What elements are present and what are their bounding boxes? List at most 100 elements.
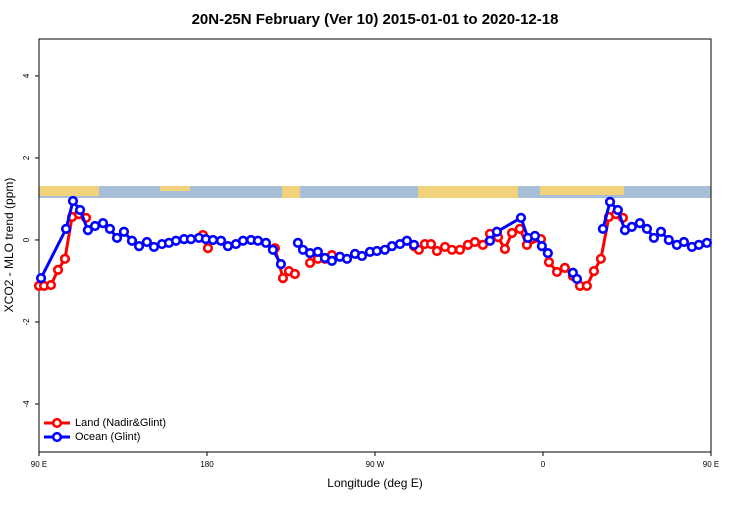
data-point	[597, 223, 609, 234]
data-point	[148, 241, 160, 253]
data-point	[701, 237, 712, 248]
data-point	[89, 220, 101, 232]
data-point	[104, 223, 116, 234]
data-point	[341, 253, 353, 264]
data-point	[215, 235, 227, 246]
data-point	[581, 280, 592, 291]
data-point	[237, 235, 249, 246]
data-point	[425, 238, 437, 250]
data-point	[170, 235, 182, 246]
data-point	[678, 236, 690, 248]
data-point	[648, 232, 659, 244]
data-point	[431, 245, 443, 257]
map-land	[540, 186, 624, 195]
data-point	[260, 237, 272, 248]
x-tick-label: 90 W	[366, 460, 385, 469]
data-point	[469, 236, 480, 248]
data-point	[655, 226, 667, 237]
data-point	[275, 259, 287, 270]
y-tick-label: 2	[22, 155, 31, 160]
data-point	[97, 218, 109, 229]
y-tick-label: 4	[22, 73, 31, 78]
data-point	[571, 273, 583, 285]
x-tick-label: 90 E	[703, 460, 719, 469]
data-point	[446, 244, 458, 255]
data-point	[59, 253, 71, 264]
y-tick-label: -2	[22, 318, 31, 326]
data-point	[491, 226, 502, 237]
data-point	[289, 268, 301, 280]
data-point	[536, 241, 547, 252]
y-tick-label: 0	[22, 237, 31, 242]
data-point	[312, 246, 323, 257]
data-point	[356, 250, 368, 262]
data-point	[454, 244, 466, 255]
data-point	[45, 279, 57, 291]
data-point	[207, 234, 219, 246]
data-point	[371, 245, 382, 257]
data-point	[408, 239, 420, 250]
data-point	[477, 239, 488, 250]
data-point	[111, 232, 123, 244]
data-point	[588, 266, 600, 277]
data-point	[515, 212, 527, 223]
data-point	[304, 257, 316, 269]
data-point	[304, 247, 316, 259]
data-point	[252, 235, 264, 246]
legend-label: Land (Nadir&Glint)	[75, 417, 166, 429]
data-point	[82, 225, 94, 236]
data-point	[612, 204, 623, 216]
data-point	[663, 234, 674, 246]
data-point	[551, 266, 563, 278]
y-tick-label: -4	[22, 400, 31, 408]
x-axis-label: Longitude (deg E)	[327, 476, 422, 490]
data-point	[386, 241, 398, 252]
data-point	[67, 195, 79, 207]
legend: Land (Nadir&Glint) Ocean (Glint)	[44, 417, 166, 443]
series-line	[39, 212, 87, 288]
chart-title: 20N-25N February (Ver 10) 2015-01-01 to …	[192, 11, 559, 28]
data-point	[292, 237, 304, 248]
data-point	[133, 241, 145, 252]
data-point	[326, 255, 337, 266]
x-tick-label: 0	[541, 460, 546, 469]
data-point	[559, 262, 570, 273]
data-point	[595, 253, 606, 264]
data-point	[202, 243, 214, 254]
legend-label: Ocean (Glint)	[75, 431, 140, 443]
data-point	[529, 230, 541, 241]
data-point	[141, 236, 152, 248]
data-point	[693, 239, 704, 250]
map-land	[282, 186, 300, 198]
data-point	[267, 244, 278, 255]
map-land	[418, 186, 518, 198]
x-tick-label: 90 E	[31, 460, 47, 469]
data-point	[542, 247, 553, 259]
data-point	[74, 204, 86, 216]
data-point	[543, 257, 555, 268]
y-axis-label: XCO2 - MLO trend (ppm)	[2, 178, 16, 313]
data-point	[35, 273, 47, 284]
data-point	[60, 223, 72, 234]
data-point	[52, 264, 64, 276]
data-point	[118, 226, 130, 237]
data-point	[604, 196, 616, 207]
data-point	[277, 273, 289, 284]
map-strip	[39, 186, 711, 198]
data-point	[499, 243, 511, 255]
data-point	[506, 227, 518, 239]
x-tick-label: 180	[200, 460, 214, 469]
map-land	[39, 186, 99, 196]
data-point	[634, 218, 645, 229]
legend-marker	[51, 417, 63, 429]
data-point	[641, 223, 653, 234]
data-point	[484, 235, 496, 246]
data-point	[626, 221, 637, 232]
data-point	[222, 241, 234, 252]
map-land	[160, 186, 190, 191]
legend-marker	[51, 431, 63, 443]
data-point	[185, 234, 197, 245]
data-point	[126, 235, 138, 246]
data-point	[401, 235, 413, 246]
